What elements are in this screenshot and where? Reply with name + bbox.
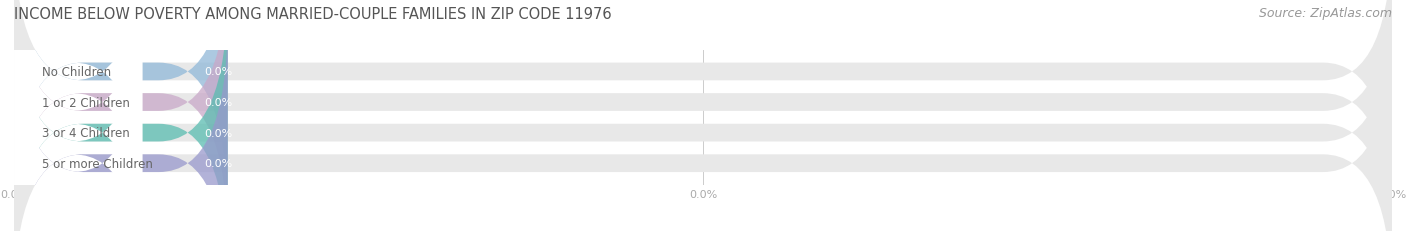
FancyBboxPatch shape (14, 20, 1392, 231)
FancyBboxPatch shape (14, 0, 228, 216)
Text: Source: ZipAtlas.com: Source: ZipAtlas.com (1258, 7, 1392, 20)
Text: 0.0%: 0.0% (204, 67, 232, 77)
Text: 0.0%: 0.0% (204, 158, 232, 168)
Text: INCOME BELOW POVERTY AMONG MARRIED-COUPLE FAMILIES IN ZIP CODE 11976: INCOME BELOW POVERTY AMONG MARRIED-COUPL… (14, 7, 612, 22)
FancyBboxPatch shape (14, 0, 228, 231)
FancyBboxPatch shape (14, 20, 228, 231)
Text: No Children: No Children (42, 66, 111, 79)
FancyBboxPatch shape (14, 0, 1392, 231)
FancyBboxPatch shape (14, 0, 1392, 231)
FancyBboxPatch shape (14, 20, 142, 231)
FancyBboxPatch shape (14, 0, 142, 216)
FancyBboxPatch shape (14, 0, 228, 231)
Text: 1 or 2 Children: 1 or 2 Children (42, 96, 129, 109)
FancyBboxPatch shape (14, 0, 142, 231)
FancyBboxPatch shape (14, 0, 142, 231)
Text: 0.0%: 0.0% (204, 128, 232, 138)
Text: 3 or 4 Children: 3 or 4 Children (42, 127, 129, 140)
FancyBboxPatch shape (14, 0, 1392, 216)
Text: 0.0%: 0.0% (204, 98, 232, 108)
Text: 5 or more Children: 5 or more Children (42, 157, 152, 170)
